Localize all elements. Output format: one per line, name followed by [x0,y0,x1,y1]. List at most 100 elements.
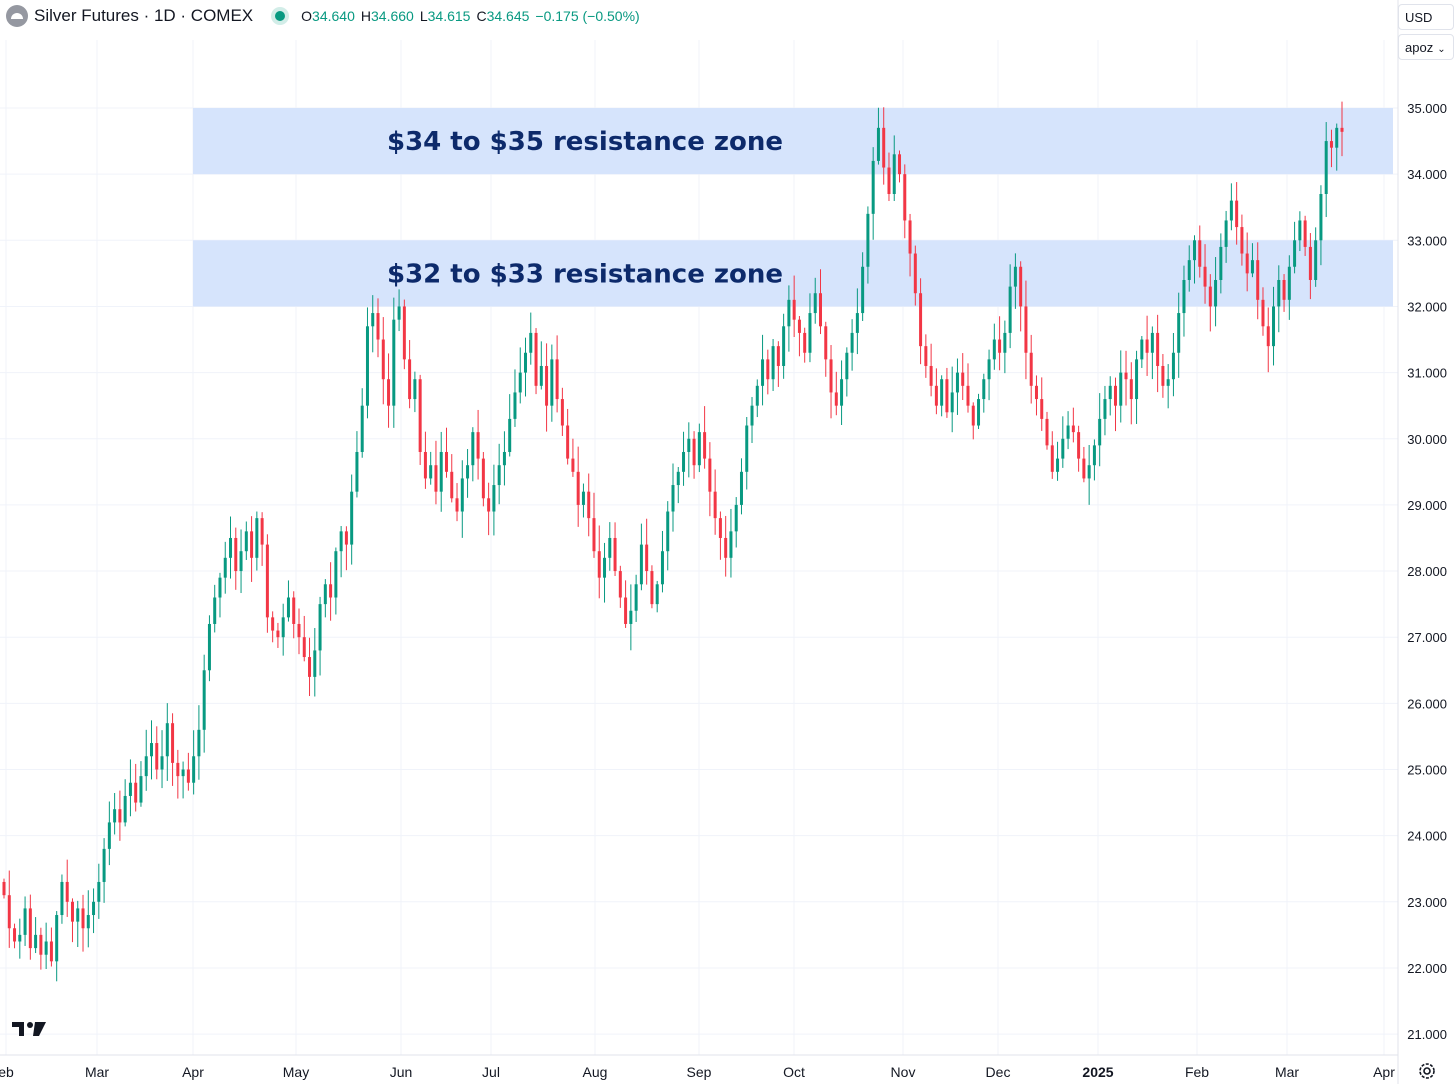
candle-body [539,365,543,386]
candle-body [913,253,917,294]
candle-body [687,438,691,452]
candle-body [213,597,217,624]
candle-body [529,332,533,353]
candle-body [1150,332,1154,353]
low-value: 34.615 [427,8,471,24]
candle-body [871,160,875,214]
resistance-zone-band [193,240,1393,307]
candle-body [239,551,243,572]
price-tick-label: 23.000 [1407,895,1447,910]
candle-body [1187,260,1191,280]
candle-body [229,537,233,558]
candle-body [1135,359,1139,400]
candle-body [861,266,865,314]
unit-dropdown[interactable]: apoz ⌄ [1398,34,1454,60]
tradingview-logo-icon[interactable] [10,1019,48,1039]
candle-body [408,359,412,400]
candle-body [1266,326,1270,347]
candle-body [1182,279,1186,314]
candle-body [455,498,459,512]
candle-body [1003,332,1007,353]
candle-body [1019,266,1023,307]
legend-header: Silver Futures · 1D · COMEX O34.640 H34.… [6,4,640,28]
candle-body [566,425,570,459]
candle-body [908,220,912,254]
candle-body [155,743,159,770]
candle-body [977,399,981,426]
candle-body [682,451,686,472]
candle-body [1177,313,1181,353]
time-tick-label: eb [0,1064,14,1080]
candle-body [1219,246,1223,280]
candle-body [1040,399,1044,419]
candle-body [334,551,338,598]
candle-body [44,941,48,955]
candle-body [660,551,664,585]
candle-body [250,531,254,558]
candle-body [423,451,427,479]
candle-body [1229,200,1233,221]
candle-body [1314,240,1318,280]
time-tick-label: Jul [482,1064,500,1080]
candle-body [102,848,106,882]
price-tick-label: 21.000 [1407,1027,1447,1042]
time-tick-label: Dec [986,1064,1011,1080]
candle-body [1034,385,1038,400]
time-tick-label: May [283,1064,309,1080]
candle-body [1277,279,1281,307]
candle-body [955,372,959,393]
candle-body [318,604,322,651]
candle-body [1129,379,1133,400]
candle-body [1108,385,1112,400]
candle-body [692,438,696,466]
candle-body [945,379,949,413]
currency-button[interactable]: USD [1398,4,1454,30]
candle-body [924,346,928,366]
candle-body [1082,458,1086,479]
candle-body [23,908,27,935]
candle-body [1240,227,1244,254]
candle-body [487,498,491,512]
candle-body [1214,279,1218,307]
candle-body [845,352,849,380]
time-tick-label: Jun [390,1064,413,1080]
price-tick-label: 28.000 [1407,564,1447,579]
time-tick-label: Sep [687,1064,712,1080]
candle-body [987,359,991,380]
candle-body [629,610,633,624]
resistance-zone-label: $34 to $35 resistance zone [387,127,783,157]
candle-body [128,782,132,796]
candle-body [808,313,812,353]
candle-body [171,723,175,763]
candle-body [492,485,496,512]
low-label: L [419,8,428,24]
candle-body [834,392,838,406]
candle-body [1193,240,1197,261]
candle-body [929,365,933,386]
candle-body [1208,286,1212,307]
candle-body [97,881,101,902]
candle-body [697,432,701,466]
candle-body [782,326,786,366]
candle-body [1298,220,1302,241]
price-tick-label: 25.000 [1407,763,1447,778]
candle-body [761,359,765,386]
symbol-title[interactable]: Silver Futures · 1D · COMEX [34,6,254,25]
candle-body [518,372,522,393]
candle-body [1113,385,1117,406]
candle-body [613,537,617,572]
candle-body [1071,425,1075,433]
candle-body [1124,372,1128,380]
candlestick-series [2,101,1344,982]
candle-body [413,379,417,400]
candle-body [402,306,406,360]
candle-body [76,908,80,922]
candle-body [855,313,859,333]
candle-body [1261,299,1265,327]
gear-icon[interactable] [1416,1060,1438,1082]
price-tick-label: 29.000 [1407,498,1447,513]
candle-body [971,405,975,426]
price-tick-label: 31.000 [1407,366,1447,381]
candle-body [750,405,754,426]
